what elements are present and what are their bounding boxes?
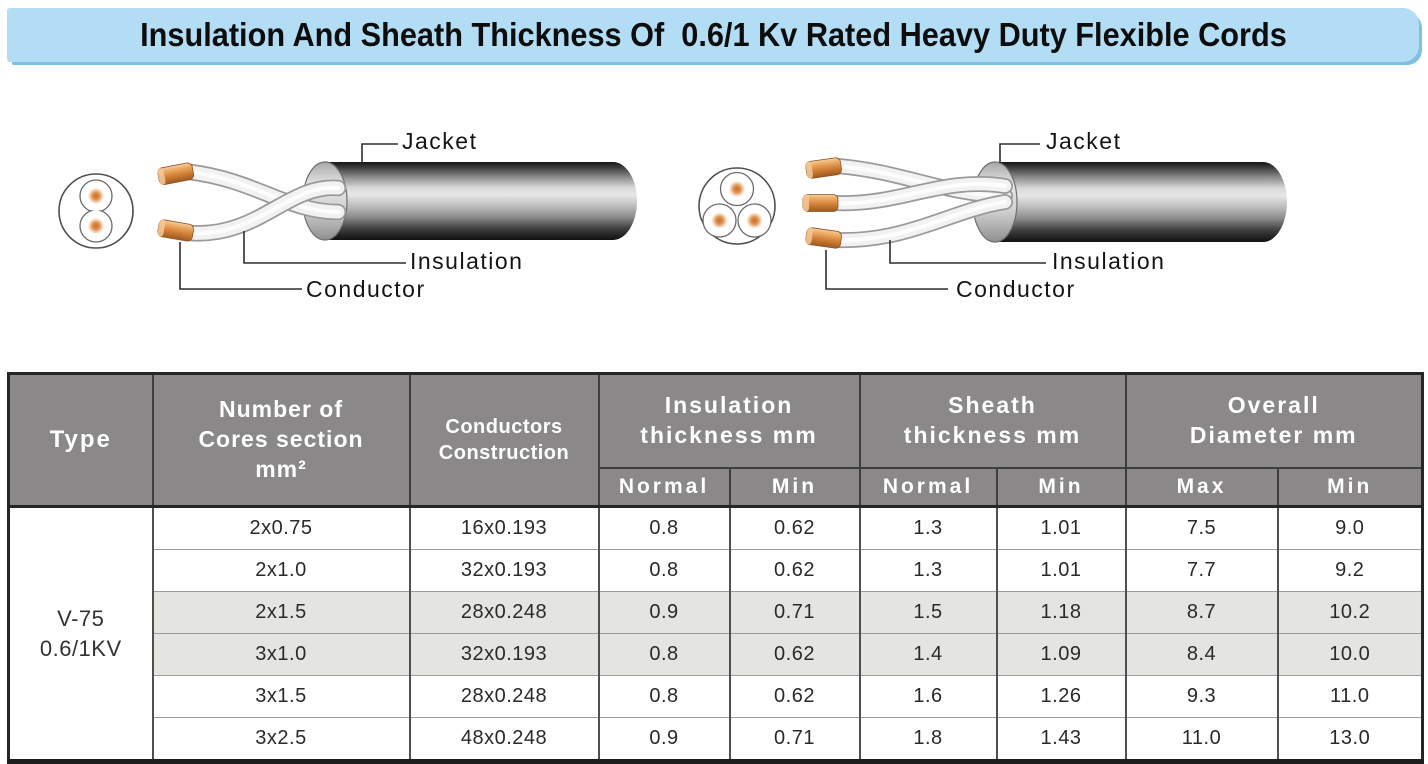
table-row: 2x1.5 28x0.248 0.9 0.71 1.5 1.18 8.7 10.…	[9, 591, 1424, 634]
page-title: Insulation And Sheath Thickness Of 0.6/1…	[139, 16, 1287, 53]
cell-dia-max: 8.4	[1124, 633, 1279, 676]
cell-ins-min: 0.62	[728, 549, 861, 592]
cell-construction: 32x0.193	[408, 549, 600, 592]
table-row: V-75 0.6/1KV 2x0.75 16x0.193 0.8 0.62 1.…	[7, 505, 1424, 762]
cell-ins-normal: 0.9	[597, 717, 731, 762]
cell-dia-min: 9.0	[1276, 505, 1424, 550]
two-core-cross-section-icon	[58, 173, 134, 249]
three-core-cable-diagram	[698, 143, 1287, 290]
leader-lines	[825, 143, 1046, 290]
cell-sheath-normal: 1.8	[858, 717, 998, 762]
col-group-overall: Overall Diameter mm	[1124, 372, 1424, 469]
table-row: 3x2.5 48x0.248 0.9 0.71 1.8 1.43 11.0 13…	[9, 717, 1424, 762]
cell-sheath-normal: 1.3	[858, 505, 998, 550]
cell-construction: 32x0.193	[408, 633, 600, 676]
subcol-overall-max: Max	[1124, 467, 1279, 508]
cell-cores: 2x1.5	[151, 591, 411, 634]
cell-cores: 3x2.5	[151, 717, 411, 762]
cell-ins-min: 0.71	[728, 717, 861, 762]
cell-construction: 48x0.248	[408, 717, 600, 762]
conductor-tips	[157, 162, 195, 242]
two-core-conductor-label: Conductor	[306, 276, 426, 302]
cell-cores: 3x1.0	[151, 633, 411, 676]
cell-sheath-normal: 1.3	[858, 549, 998, 592]
cell-sheath-min: 1.09	[995, 633, 1127, 676]
two-core-insulation-label: Insulation	[410, 248, 524, 274]
cell-sheath-normal: 1.4	[858, 633, 998, 676]
cable-diagrams: Jacket Insulation Conductor Jacket Insul…	[0, 95, 1428, 340]
title-bar: Insulation And Sheath Thickness Of 0.6/1…	[7, 8, 1419, 62]
cell-dia-max: 9.3	[1124, 675, 1279, 718]
cell-construction: 16x0.193	[408, 505, 600, 550]
table-body: V-75 0.6/1KV 2x0.75 16x0.193 0.8 0.62 1.…	[7, 505, 1424, 762]
three-core-insulation-label: Insulation	[1052, 248, 1166, 274]
subcol-sheath-min: Min	[995, 467, 1127, 508]
cell-ins-normal: 0.8	[597, 505, 731, 550]
type-cell: V-75 0.6/1KV	[7, 505, 154, 762]
two-core-cable-diagram	[58, 143, 637, 290]
col-group-insulation: Insulation thickness mm	[597, 372, 861, 469]
subcol-overall-min: Min	[1276, 467, 1424, 508]
three-core-cross-section-icon	[698, 167, 776, 245]
cell-ins-min: 0.71	[728, 591, 861, 634]
cell-sheath-min: 1.26	[995, 675, 1127, 718]
cell-sheath-normal: 1.6	[858, 675, 998, 718]
cell-dia-min: 10.2	[1276, 591, 1424, 634]
conductor-tips	[802, 157, 842, 249]
cell-construction: 28x0.248	[408, 591, 600, 634]
three-core-conductor-label: Conductor	[956, 276, 1076, 302]
cell-ins-normal: 0.8	[597, 549, 731, 592]
cell-ins-normal: 0.8	[597, 633, 731, 676]
col-header-construction: Conductors Construction	[408, 372, 600, 508]
cell-ins-min: 0.62	[728, 633, 861, 676]
insulated-wires	[181, 163, 347, 242]
col-header-cores: Number of Cores section mm²	[151, 372, 411, 508]
subcol-insulation-normal: Normal	[597, 467, 731, 508]
insulated-wires	[827, 158, 1013, 249]
table-row: 3x1.5 28x0.248 0.8 0.62 1.6 1.26 9.3 11.…	[9, 675, 1424, 718]
cell-cores: 2x0.75	[151, 505, 411, 550]
table-row: 3x1.0 32x0.193 0.8 0.62 1.4 1.09 8.4 10.…	[9, 633, 1424, 676]
subcol-insulation-min: Min	[728, 467, 861, 508]
cell-sheath-min: 1.18	[995, 591, 1127, 634]
cell-dia-max: 11.0	[1124, 717, 1279, 762]
table-row: 2x1.0 32x0.193 0.8 0.62 1.3 1.01 7.7 9.2	[9, 549, 1424, 592]
leader-lines	[179, 143, 406, 290]
cell-cores: 2x1.0	[151, 549, 411, 592]
cell-ins-min: 0.62	[728, 505, 861, 550]
spec-table: Type Number of Cores section mm² Conduct…	[7, 372, 1425, 764]
cell-ins-min: 0.62	[728, 675, 861, 718]
subcol-sheath-normal: Normal	[858, 467, 998, 508]
cell-sheath-min: 1.01	[995, 549, 1127, 592]
cell-ins-normal: 0.8	[597, 675, 731, 718]
cell-dia-max: 7.7	[1124, 549, 1279, 592]
table-header: Type Number of Cores section mm² Conduct…	[7, 372, 1424, 508]
jacket-cylinder	[302, 161, 637, 241]
cell-dia-min: 9.2	[1276, 549, 1424, 592]
col-header-type: Type	[7, 372, 154, 508]
cell-cores: 3x1.5	[151, 675, 411, 718]
cell-sheath-normal: 1.5	[858, 591, 998, 634]
three-core-jacket-label: Jacket	[1046, 128, 1122, 154]
cell-dia-min: 10.0	[1276, 633, 1424, 676]
col-group-sheath: Sheath thickness mm	[858, 372, 1127, 469]
cell-dia-min: 11.0	[1276, 675, 1424, 718]
cell-sheath-min: 1.43	[995, 717, 1127, 762]
cell-sheath-min: 1.01	[995, 505, 1127, 550]
jacket-cylinder	[972, 161, 1287, 243]
two-core-jacket-label: Jacket	[402, 128, 478, 154]
cell-dia-min: 13.0	[1276, 717, 1424, 762]
cell-dia-max: 7.5	[1124, 505, 1279, 550]
cell-dia-max: 8.7	[1124, 591, 1279, 634]
cell-construction: 28x0.248	[408, 675, 600, 718]
cell-ins-normal: 0.9	[597, 591, 731, 634]
